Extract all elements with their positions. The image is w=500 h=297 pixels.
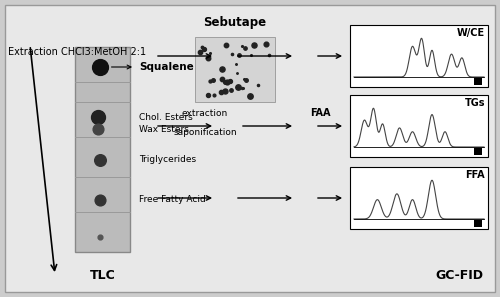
Text: Chol. Esters: Chol. Esters	[139, 113, 193, 121]
Text: Triglycerides: Triglycerides	[139, 156, 196, 165]
Point	[94, 127, 102, 131]
Bar	[350, 25, 488, 87]
Text: Squalene: Squalene	[139, 62, 194, 72]
Bar	[474, 220, 482, 227]
Bar	[75, 47, 130, 252]
Text: TLC: TLC	[90, 269, 116, 282]
Text: Free Fatty Acid: Free Fatty Acid	[139, 195, 206, 205]
Text: TGs: TGs	[464, 98, 485, 108]
Text: saponification: saponification	[173, 128, 237, 137]
Text: GC-FID: GC-FID	[435, 269, 483, 282]
Text: Wax Esters: Wax Esters	[139, 124, 189, 133]
Bar	[474, 148, 482, 155]
Point	[96, 65, 104, 69]
Bar	[350, 95, 488, 157]
Bar	[474, 78, 482, 85]
Text: Sebutape: Sebutape	[204, 16, 266, 29]
Bar	[350, 167, 488, 229]
Bar	[195, 37, 275, 102]
Point	[96, 198, 104, 202]
Text: FFA: FFA	[466, 170, 485, 180]
Point	[96, 235, 104, 239]
Text: W/CE: W/CE	[457, 28, 485, 38]
Point	[94, 115, 102, 119]
Point	[96, 158, 104, 162]
Text: Extraction CHCl3:MetOH 2:1: Extraction CHCl3:MetOH 2:1	[8, 47, 146, 57]
Text: FAA: FAA	[310, 108, 330, 118]
Text: extraction: extraction	[182, 109, 228, 118]
